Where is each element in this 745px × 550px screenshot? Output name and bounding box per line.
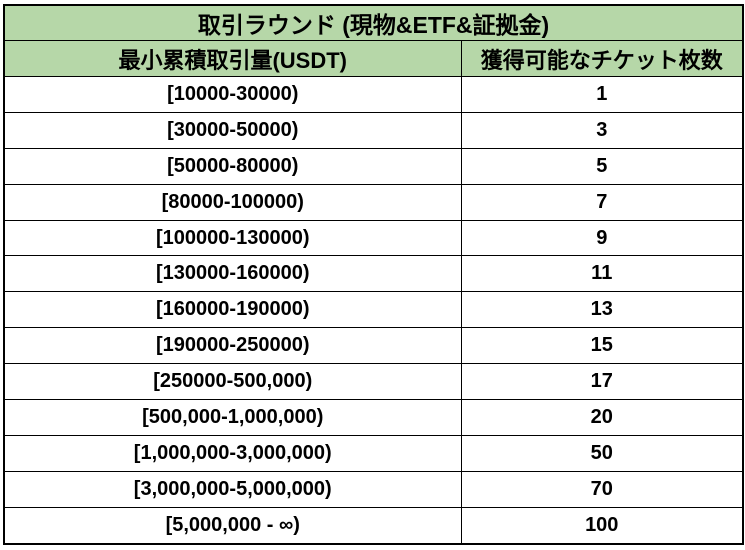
volume-range-cell: [5,000,000 - ∞) bbox=[3, 506, 462, 545]
tickets-cell: 50 bbox=[460, 434, 744, 472]
table-row: [500,000-1,000,000) 20 bbox=[3, 399, 744, 436]
title-row: 取引ラウンド (現物&ETF&証拠金) bbox=[3, 4, 744, 41]
volume-range-cell: [10000-30000) bbox=[3, 76, 462, 113]
tickets-cell: 7 bbox=[460, 183, 744, 221]
tickets-cell: 13 bbox=[460, 291, 744, 329]
volume-range-cell: [1,000,000-3,000,000) bbox=[3, 434, 462, 472]
table-row: [5,000,000 - ∞) 100 bbox=[3, 506, 744, 545]
volume-range-cell: [100000-130000) bbox=[3, 219, 462, 257]
column-header-tickets: 獲得可能なチケット枚数 bbox=[460, 40, 744, 77]
table-row: [1,000,000-3,000,000) 50 bbox=[3, 434, 744, 472]
header-row: 最小累積取引量(USDT) 獲得可能なチケット枚数 bbox=[3, 40, 744, 77]
table-row: [190000-250000) 15 bbox=[3, 327, 744, 365]
volume-range-cell: [130000-160000) bbox=[3, 255, 462, 293]
volume-range-cell: [190000-250000) bbox=[3, 327, 462, 365]
volume-range-cell: [500,000-1,000,000) bbox=[3, 399, 462, 436]
tickets-cell: 5 bbox=[460, 147, 744, 185]
column-header-min-volume: 最小累積取引量(USDT) bbox=[3, 40, 462, 77]
table-row: [160000-190000) 13 bbox=[3, 291, 744, 329]
tickets-cell: 3 bbox=[460, 111, 744, 149]
tickets-cell: 100 bbox=[460, 506, 744, 545]
table-row: [80000-100000) 7 bbox=[3, 183, 744, 221]
table-row: [3,000,000-5,000,000) 70 bbox=[3, 470, 744, 508]
volume-range-cell: [50000-80000) bbox=[3, 147, 462, 185]
table-title: 取引ラウンド (現物&ETF&証拠金) bbox=[3, 4, 744, 41]
tickets-cell: 1 bbox=[460, 76, 744, 113]
table-row: [250000-500,000) 17 bbox=[3, 363, 744, 401]
tickets-cell: 70 bbox=[460, 470, 744, 508]
volume-range-cell: [160000-190000) bbox=[3, 291, 462, 329]
volume-range-cell: [250000-500,000) bbox=[3, 363, 462, 401]
tickets-cell: 11 bbox=[460, 255, 744, 293]
volume-range-cell: [80000-100000) bbox=[3, 183, 462, 221]
volume-range-cell: [3,000,000-5,000,000) bbox=[3, 470, 462, 508]
tickets-cell: 17 bbox=[460, 363, 744, 401]
tickets-cell: 20 bbox=[460, 399, 744, 436]
table-row: [10000-30000) 1 bbox=[3, 76, 744, 113]
volume-range-cell: [30000-50000) bbox=[3, 111, 462, 149]
table-row: [130000-160000) 11 bbox=[3, 255, 744, 293]
table-row: [100000-130000) 9 bbox=[3, 219, 744, 257]
trading-round-table: 取引ラウンド (現物&ETF&証拠金) 最小累積取引量(USDT) 獲得可能なチ… bbox=[3, 4, 744, 545]
table-row: [50000-80000) 5 bbox=[3, 147, 744, 185]
table-row: [30000-50000) 3 bbox=[3, 111, 744, 149]
tickets-cell: 9 bbox=[460, 219, 744, 257]
tickets-cell: 15 bbox=[460, 327, 744, 365]
